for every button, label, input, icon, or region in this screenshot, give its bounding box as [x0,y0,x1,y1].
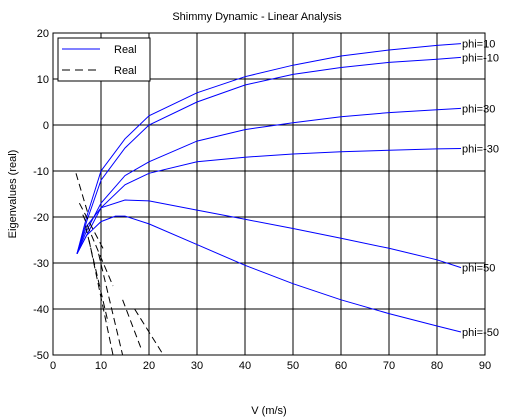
plot-area-frame [52,32,486,356]
y-tick-label: 20 [37,28,49,40]
series-line [76,148,462,255]
curve-label: phi=-30 [462,143,499,155]
x-tick-label: 10 [95,360,107,372]
x-tick-label: 90 [479,360,491,372]
dashed-line [98,253,124,356]
x-tick-label: 50 [287,360,299,372]
y-tick-label: 10 [37,74,49,86]
legend: Real Real [57,37,151,82]
chart-title: Shimmy Dynamic - Linear Analysis [172,11,342,23]
dashed-line [122,299,143,351]
y-tick-labels: -50 -40 -30 -20 -10 0 10 20 [33,28,49,362]
y-tick-label: -10 [33,166,49,178]
x-tick-label: 70 [383,360,395,372]
x-tick-label: 0 [50,360,56,372]
curve-label: phi=-10 [462,52,499,64]
y-tick-label: 0 [43,120,49,132]
y-tick-label: -20 [33,212,49,224]
series-lines [76,43,462,333]
curve-label: phi=50 [462,263,495,275]
series-line [76,107,462,254]
dashed-lines [75,173,164,356]
series-line [76,215,462,333]
dashed-line [78,202,104,250]
series-line [76,199,462,269]
legend-label-dashed: Real [114,65,137,77]
x-tick-label: 40 [239,360,251,372]
dashed-line [134,308,164,356]
y-tick-label: -50 [33,350,49,362]
legend-box [57,37,151,82]
x-axis-title: V (m/s) [251,405,286,417]
curve-label: phi=10 [462,39,495,51]
dashed-line [88,239,114,356]
dashed-line [75,173,89,213]
curve-label: phi=30 [462,103,495,115]
series-line [76,56,462,254]
legend-label-solid: Real [114,44,137,56]
dashed-line [82,214,114,287]
x-tick-label: 20 [143,360,155,372]
y-axis-title: Eigenvalues (real) [7,150,19,239]
series-line [76,43,462,254]
x-tick-labels: 0 10 20 30 40 50 60 70 80 90 [50,360,491,372]
y-tick-label: -30 [33,258,49,270]
y-tick-label: -40 [33,304,49,316]
x-tick-label: 30 [191,360,203,372]
x-tick-label: 80 [431,360,443,372]
x-tick-label: 60 [335,360,347,372]
curve-label: phi=-50 [462,327,499,339]
